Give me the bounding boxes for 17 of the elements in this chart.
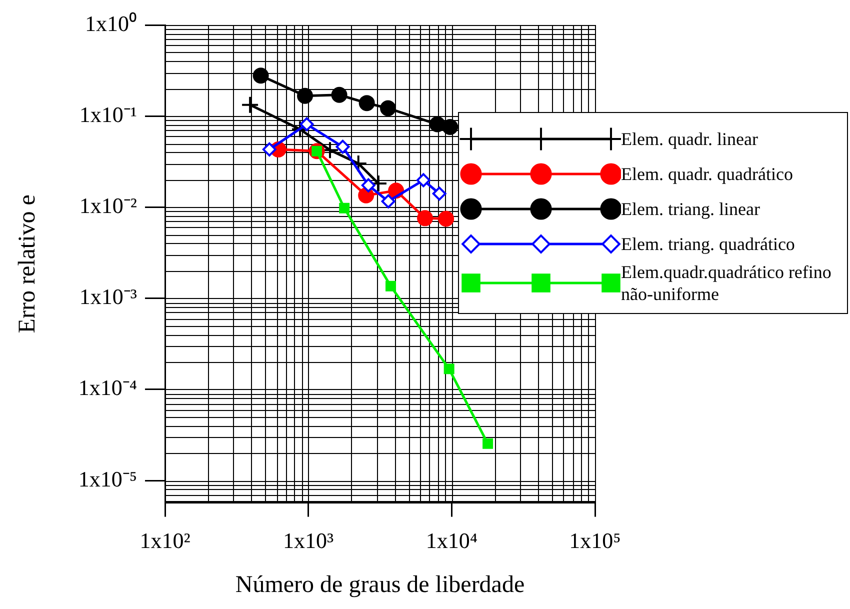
y-tick-label: 1x10⁻⁵	[78, 466, 137, 492]
legend-label: Elem. quadr. quadrático	[621, 162, 794, 184]
legend-label: Elem. triang. linear	[621, 198, 761, 220]
x-tick-label: 1x10³	[283, 528, 334, 553]
y-tick-label: 1x10⁻²	[79, 193, 138, 218]
y-tick-label: 1x10⁻³	[79, 284, 138, 310]
x-tick-label: 1x10⁴	[426, 528, 478, 553]
y-axis-title: Erro relativo e	[14, 194, 41, 334]
x-axis-title: Número de graus de liberdade	[235, 572, 525, 598]
legend-label: Elem.quadr.quadrático refino não-uniforme	[621, 261, 832, 305]
y-tick-label: 1x10⁻¹	[79, 102, 137, 127]
y-tick-label: 1x10⁰	[85, 10, 137, 36]
x-tick-label: 1x10⁵	[569, 528, 621, 553]
legend-label: Elem. quadr. linear	[621, 128, 759, 150]
legend-label: Elem. triang. quadrático	[621, 232, 796, 254]
y-tick-label: 1x10⁻⁴	[78, 375, 138, 400]
x-tick-label: 1x10²	[140, 528, 191, 553]
